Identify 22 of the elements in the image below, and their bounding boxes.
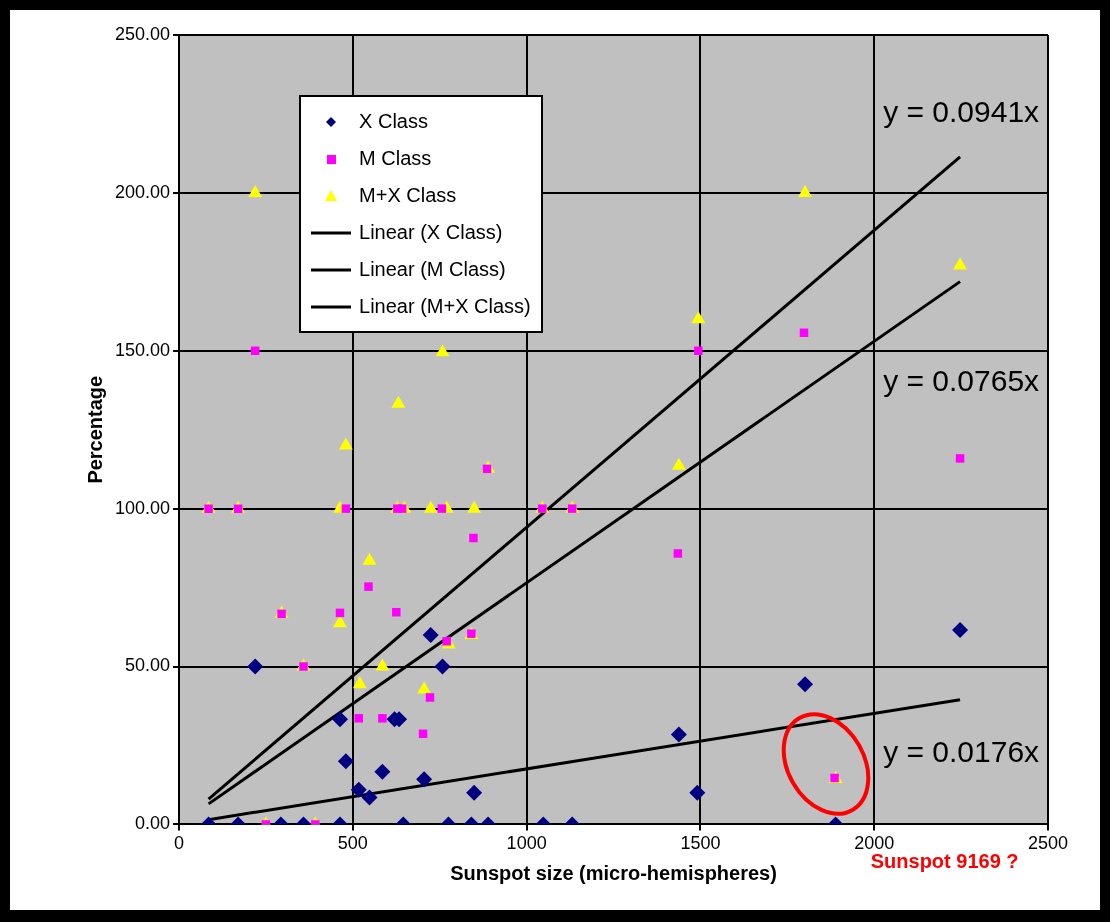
y-tick-label: 0.00: [135, 813, 171, 834]
x-tick-label: 0: [174, 833, 185, 854]
y-tick-label: 150.00: [114, 339, 171, 360]
y-tick-label: 250.00: [114, 23, 171, 44]
x-tick-label: 1500: [680, 833, 721, 854]
legend-label: X Class: [359, 110, 428, 133]
legend-label: M Class: [359, 147, 432, 170]
y-axis-title: Percentage: [83, 375, 106, 484]
x-tick-label: 500: [337, 833, 368, 854]
annotation: y = 0.0176x: [883, 734, 1040, 768]
x-tick-label: 1000: [506, 833, 547, 854]
legend-label: Linear (M Class): [359, 258, 506, 281]
x-axis-title: Sunspot size (micro-hemispheres): [450, 861, 777, 884]
legend-label: Linear (X Class): [359, 221, 503, 244]
annotation: y = 0.0941x: [883, 95, 1040, 129]
y-tick-label: 100.00: [114, 497, 171, 518]
legend-label: Linear (M+X Class): [359, 295, 531, 318]
x-tick-label: 2500: [1027, 833, 1069, 854]
legend-label: M+X Class: [359, 184, 457, 207]
y-tick-label: 50.00: [125, 655, 171, 676]
annotation: y = 0.0765x: [883, 363, 1040, 397]
y-tick-label: 200.00: [114, 181, 171, 202]
